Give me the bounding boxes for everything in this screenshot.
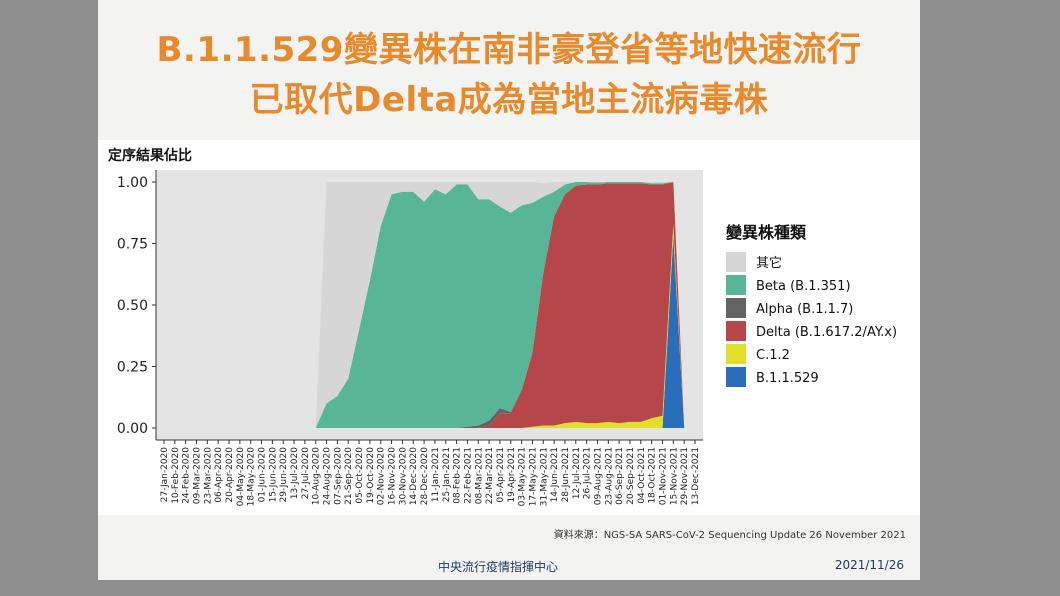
x-tick-label-25: 11-Jan-2021 — [431, 447, 441, 502]
legend-swatch-5 — [726, 367, 746, 387]
x-tick-label-15: 24-Aug-2020 — [323, 447, 333, 506]
x-tick-label-22: 30-Nov-2020 — [398, 447, 408, 505]
x-tick-label-30: 22-Mar-2021 — [485, 447, 495, 504]
x-tick-label-39: 26-Jul-2021 — [583, 447, 593, 499]
x-tick-label-28: 22-Feb-2021 — [463, 447, 473, 504]
slide-title-line1: B.1.1.529變異株在南非豪登省等地快速流行 — [156, 30, 862, 70]
area-series-4 — [164, 182, 695, 428]
legend-swatch-2 — [726, 298, 746, 318]
x-tick-label-10: 15-Jun-2020 — [268, 447, 278, 503]
x-tick-label-0: 27-Jan-2020 — [160, 447, 170, 503]
y-axis-label: 定序結果佔比 — [108, 148, 192, 164]
x-tick-label-49: 13-Dec-2021 — [691, 447, 701, 505]
slide-date: 2021/11/26 — [834, 558, 904, 572]
y-tick-label-4: 1.00 — [117, 175, 148, 191]
legend-swatch-3 — [726, 321, 746, 341]
x-tick-label-45: 18-Oct-2021 — [648, 447, 658, 504]
x-tick-label-47: 15-Nov-2021 — [669, 447, 679, 505]
x-tick-label-11: 29-Jun-2020 — [279, 447, 289, 503]
legend-label-1: Beta (B.1.351) — [756, 279, 851, 294]
x-tick-label-12: 13-Jul-2020 — [290, 447, 300, 499]
x-tick-label-24: 28-Dec-2020 — [420, 447, 430, 506]
legend-label-5: B.1.1.529 — [756, 371, 819, 386]
x-tick-label-41: 23-Aug-2021 — [604, 447, 614, 505]
x-tick-label-33: 03-May-2021 — [518, 447, 528, 506]
x-tick-label-16: 07-Sep-2020 — [333, 447, 343, 505]
y-tick-label-3: 0.75 — [117, 237, 148, 253]
x-tick-label-35: 31-May-2021 — [539, 447, 549, 506]
x-tick-label-5: 06-Apr-2020 — [214, 447, 224, 503]
source-note: 資料來源：NGS-SA SARS-CoV-2 Sequencing Update… — [553, 530, 906, 541]
x-tick-label-27: 08-Feb-2021 — [453, 447, 463, 504]
x-tick-label-42: 06-Sep-2021 — [615, 447, 625, 505]
x-tick-label-38: 12-Jul-2021 — [572, 447, 582, 499]
x-tick-label-37: 28-Jun-2021 — [561, 447, 571, 502]
slide: B.1.1.529變異株在南非豪登省等地快速流行 已取代Delta成為當地主流病… — [98, 0, 920, 580]
x-tick-label-19: 19-Oct-2020 — [366, 447, 376, 504]
legend-label-4: C.1.2 — [756, 348, 790, 363]
y-tick-label-0: 0.00 — [117, 421, 148, 437]
x-tick-label-26: 25-Jan-2021 — [442, 447, 452, 502]
x-tick-label-23: 14-Dec-2020 — [409, 447, 419, 506]
legend-swatch-0 — [726, 252, 746, 272]
area-series-2 — [164, 182, 695, 428]
y-tick-label-1: 0.25 — [117, 360, 148, 376]
x-tick-label-2: 24-Feb-2020 — [182, 447, 192, 504]
x-tick-label-9: 01-Jun-2020 — [258, 447, 268, 503]
legend-label-0: 其它 — [756, 255, 782, 271]
x-tick-label-21: 16-Nov-2020 — [388, 447, 398, 505]
x-tick-label-1: 10-Feb-2020 — [171, 447, 181, 504]
variant-share-chart: 0.00 0.25 0.50 0.75 1.00 27-Jan-2020 10-Feb-20… — [117, 170, 897, 507]
slide-title-line2: 已取代Delta成為當地主流病毒株 — [249, 80, 769, 120]
x-tick-label-4: 23-Mar-2020 — [203, 447, 213, 505]
x-tick-label-36: 14-Jun-2021 — [550, 447, 560, 502]
x-tick-label-17: 21-Sep-2020 — [344, 447, 354, 505]
legend-title: 變異株種類 — [726, 223, 807, 242]
x-tick-label-40: 09-Aug-2021 — [593, 447, 603, 505]
x-tick-label-20: 02-Nov-2020 — [377, 447, 387, 505]
org-name: 中央流行疫情指揮中心 — [438, 560, 559, 574]
x-tick-label-29: 08-Mar-2021 — [474, 447, 484, 504]
x-tick-label-14: 10-Aug-2020 — [312, 447, 322, 506]
legend-swatch-4 — [726, 344, 746, 364]
y-tick-label-2: 0.50 — [117, 298, 148, 314]
x-tick-label-7: 04-May-2020 — [236, 447, 246, 507]
legend-swatch-1 — [726, 275, 746, 295]
x-tick-label-32: 19-Apr-2021 — [507, 447, 517, 503]
x-tick-label-18: 05-Oct-2020 — [355, 447, 365, 504]
x-tick-label-43: 20-Sep-2021 — [626, 447, 636, 505]
chart-panel: 0.00 0.25 0.50 0.75 1.00 27-Jan-2020 10-Feb-20… — [98, 140, 920, 515]
x-tick-label-34: 17-May-2021 — [528, 447, 538, 506]
legend-label-3: Delta (B.1.617.2/AY.x) — [756, 325, 897, 340]
x-tick-label-48: 29-Nov-2021 — [680, 447, 690, 505]
x-tick-label-8: 18-May-2020 — [247, 447, 257, 507]
x-tick-label-44: 04-Oct-2021 — [637, 447, 647, 504]
x-tick-label-3: 09-Mar-2020 — [193, 447, 203, 505]
x-tick-label-6: 20-Apr-2020 — [225, 447, 235, 503]
legend-label-2: Alpha (B.1.1.7) — [756, 302, 853, 317]
x-tick-label-46: 01-Nov-2021 — [658, 447, 668, 505]
x-tick-label-31: 05-Apr-2021 — [496, 447, 506, 503]
x-tick-label-13: 27-Jul-2020 — [301, 447, 311, 499]
